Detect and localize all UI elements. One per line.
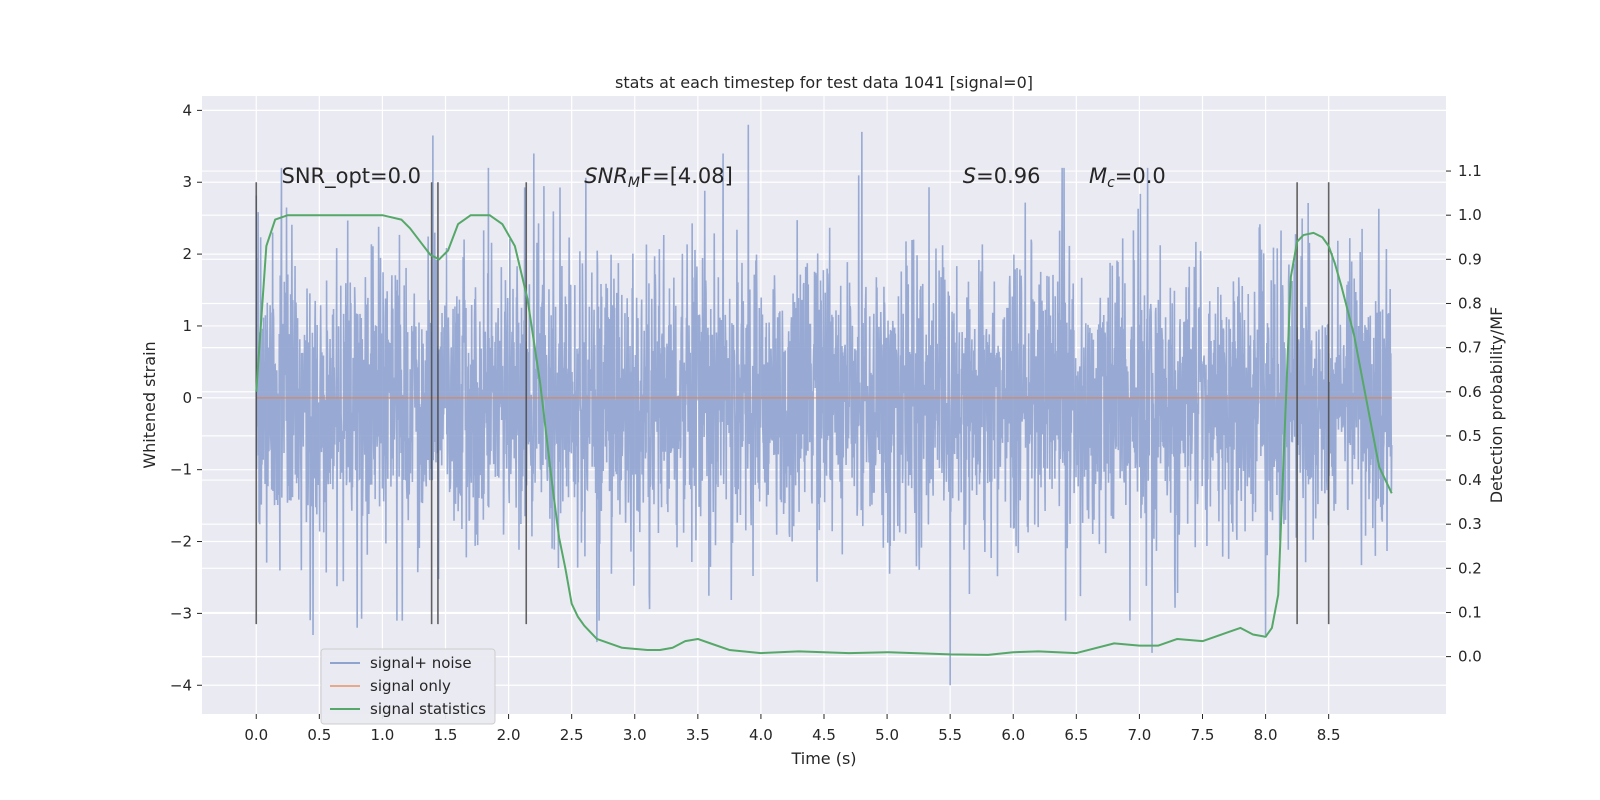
x-tick-label: 6.5 bbox=[1064, 726, 1088, 744]
legend-box bbox=[320, 648, 496, 725]
y-axis-label: Whitened strain bbox=[140, 341, 159, 468]
y2-tick-label: 0.9 bbox=[1458, 250, 1482, 268]
y2-tick-label: 0.5 bbox=[1458, 427, 1482, 445]
x-tick-label: 5.5 bbox=[938, 726, 962, 744]
noise-line bbox=[255, 124, 1393, 686]
y2-tick-label: 1.1 bbox=[1458, 162, 1482, 180]
x-tick-label: 7.0 bbox=[1127, 726, 1151, 744]
y-tick-label: −2 bbox=[170, 533, 192, 551]
x-tick-label: 5.0 bbox=[875, 726, 899, 744]
y-tick-label: −3 bbox=[170, 604, 192, 622]
x-axis-label: Time (s) bbox=[790, 749, 856, 768]
x-tick-label: 1.0 bbox=[370, 726, 394, 744]
y-tick-label: −1 bbox=[170, 461, 192, 479]
legend: signal+ noise signal only signal statist… bbox=[320, 648, 496, 725]
y2-ticks: 1.1 1.0 0.9 0.8 0.7 0.6 0.5 0.4 0.3 0.2 0.1 0.0 bbox=[1446, 162, 1482, 666]
x-tick-label: 2.5 bbox=[560, 726, 584, 744]
x-tick-label: 7.5 bbox=[1191, 726, 1215, 744]
x-tick-label: 6.0 bbox=[1001, 726, 1025, 744]
y2-tick-label: 0.0 bbox=[1458, 648, 1482, 666]
x-ticks: 0.0 0.5 1.0 1.5 2.0 2.5 3.0 3.5 4.0 4.5 5.0 5.5 6.0 6… bbox=[244, 714, 1341, 744]
y2-tick-label: 0.8 bbox=[1458, 294, 1482, 312]
annotations: SNR_opt=0.0 SNRMF=[4.08] S=0.96 Mc=0.0 bbox=[281, 164, 1165, 191]
x-tick-label: 0.5 bbox=[307, 726, 331, 744]
y2-tick-label: 0.1 bbox=[1458, 603, 1482, 621]
y2-tick-label: 1.0 bbox=[1458, 206, 1482, 224]
x-tick-label: 0.0 bbox=[244, 726, 268, 744]
legend-label-signal-only: signal only bbox=[370, 677, 451, 695]
y-tick-label: 3 bbox=[182, 173, 192, 191]
x-tick-label: 8.0 bbox=[1254, 726, 1278, 744]
x-tick-label: 4.5 bbox=[812, 726, 836, 744]
annotation: SNRMF=[4.08] bbox=[584, 164, 733, 191]
y-tick-label: 2 bbox=[182, 245, 192, 263]
annotation: S=0.96 bbox=[963, 164, 1041, 188]
y2-tick-label: 0.4 bbox=[1458, 471, 1482, 489]
statistics-line bbox=[255, 214, 1393, 656]
y2-tick-label: 0.7 bbox=[1458, 339, 1482, 357]
series-signal-noise bbox=[255, 124, 1393, 686]
x-tick-label: 2.0 bbox=[497, 726, 521, 744]
legend-label-signal-noise: signal+ noise bbox=[370, 654, 472, 672]
y-tick-label: 0 bbox=[182, 389, 192, 407]
x-tick-label: 3.0 bbox=[623, 726, 647, 744]
y-tick-label: −4 bbox=[170, 676, 192, 694]
y-ticks: 4 3 2 1 0 −1 −2 −3 −4 bbox=[170, 101, 202, 694]
x-tick-label: 4.0 bbox=[749, 726, 773, 744]
y2-tick-label: 0.2 bbox=[1458, 559, 1482, 577]
x-tick-label: 8.5 bbox=[1317, 726, 1341, 744]
chart-title: stats at each timestep for test data 104… bbox=[615, 73, 1033, 92]
annotation: Mc=0.0 bbox=[1089, 164, 1166, 191]
y2-axis-label: Detection probability/MF bbox=[1487, 307, 1506, 504]
series-signal-statistics bbox=[255, 214, 1393, 656]
y2-tick-label: 0.6 bbox=[1458, 383, 1482, 401]
x-tick-label: 3.5 bbox=[686, 726, 710, 744]
annotation: SNR_opt=0.0 bbox=[281, 164, 421, 189]
y-tick-label: 4 bbox=[182, 101, 192, 119]
y-tick-label: 1 bbox=[182, 317, 192, 335]
y2-tick-label: 0.3 bbox=[1458, 515, 1482, 533]
legend-label-signal-statistics: signal statistics bbox=[370, 700, 486, 718]
x-tick-label: 1.5 bbox=[434, 726, 458, 744]
